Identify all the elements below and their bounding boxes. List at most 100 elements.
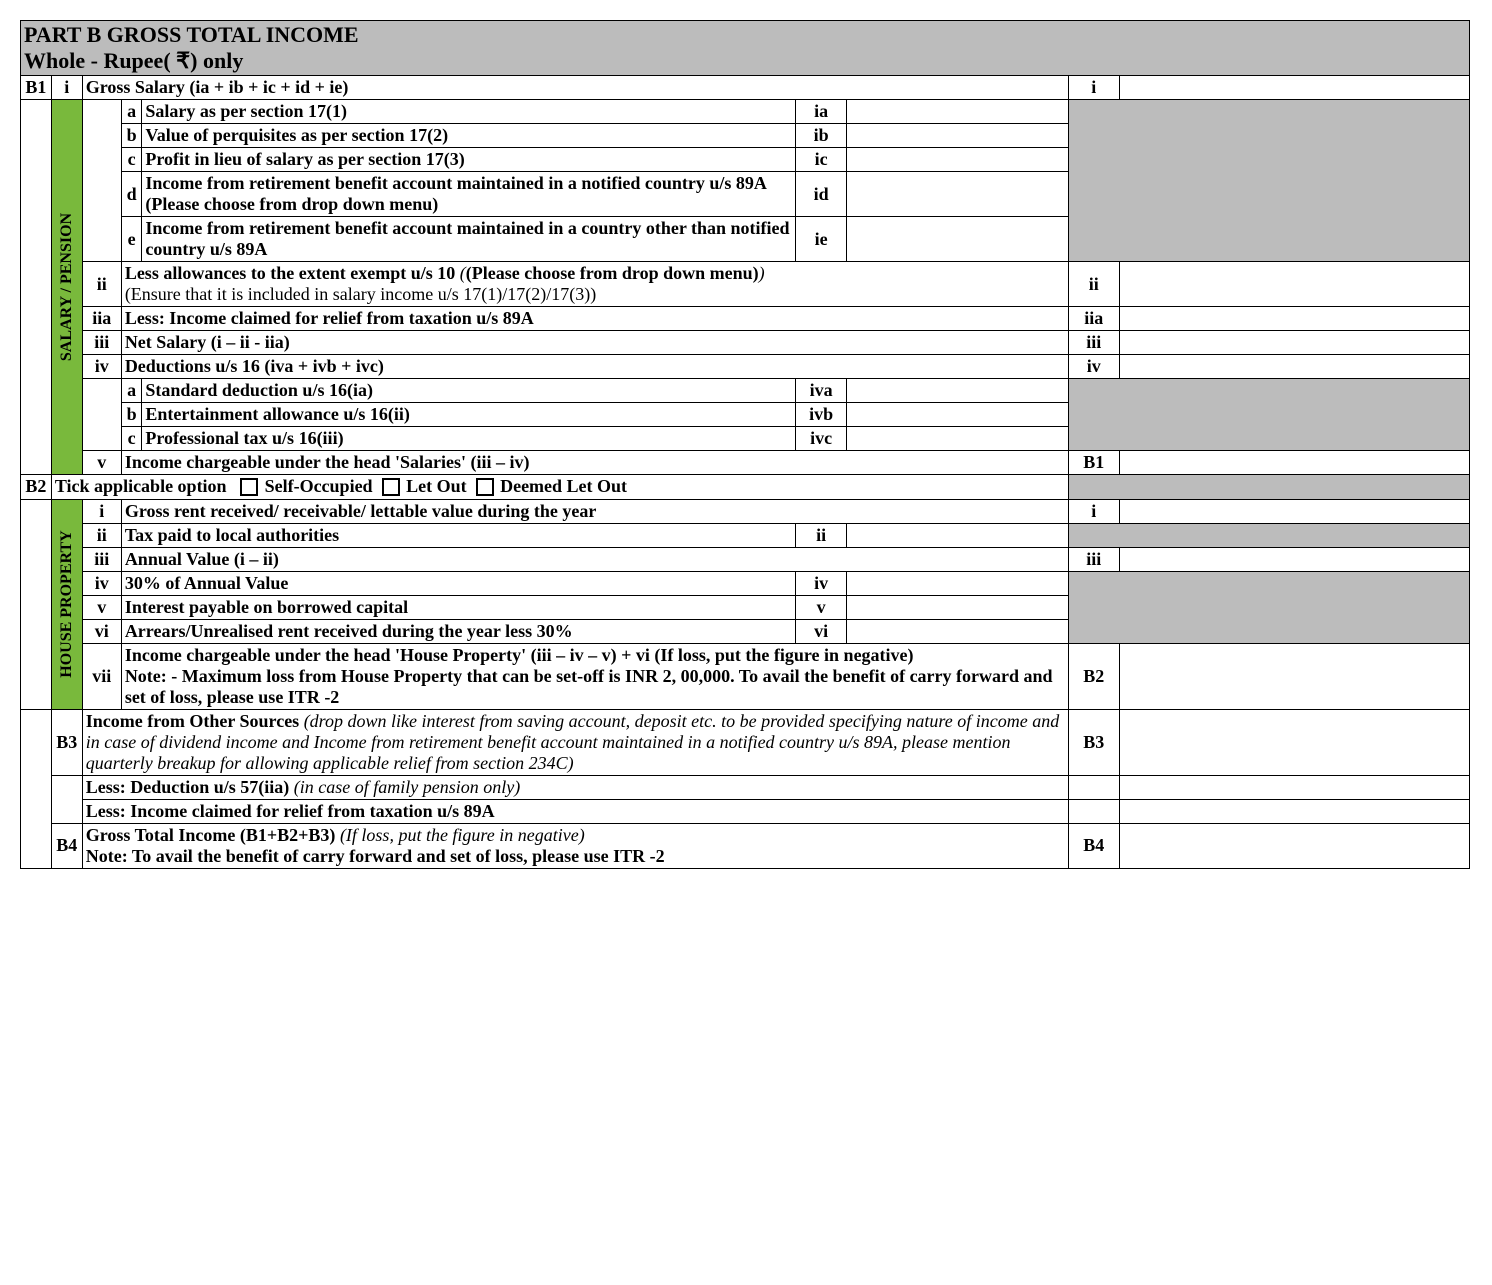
income-form-table: PART B GROSS TOTAL INCOME Whole - Rupee(… bbox=[20, 20, 1470, 869]
b1-d-ref: id bbox=[795, 172, 846, 217]
b1-ivc-value[interactable] bbox=[847, 427, 1068, 451]
b2-i-value[interactable] bbox=[1120, 499, 1470, 523]
b1-ivc-ref: ivc bbox=[795, 427, 846, 451]
b2-iii-text: Annual Value (i – ii) bbox=[121, 547, 1068, 571]
code-b4: B4 bbox=[51, 823, 82, 868]
b2-tick-row: Tick applicable option Self-Occupied Let… bbox=[51, 475, 1068, 500]
b2-iii-value[interactable] bbox=[1120, 547, 1470, 571]
b4-ref: B4 bbox=[1068, 823, 1119, 868]
b1-iva-value[interactable] bbox=[847, 379, 1068, 403]
b1-iii-value[interactable] bbox=[1120, 331, 1470, 355]
gutter-b2 bbox=[21, 499, 52, 709]
b2-ii-value[interactable] bbox=[847, 523, 1068, 547]
b1-ii-value[interactable] bbox=[1120, 262, 1470, 307]
b1-b-value[interactable] bbox=[847, 124, 1068, 148]
b1-e-text: Income from retirement benefit account m… bbox=[142, 217, 795, 262]
checkbox-deemed-let-out[interactable] bbox=[476, 478, 494, 496]
b3-less1: Less: Deduction u/s 57(iia) (in case of … bbox=[82, 775, 1068, 799]
b3-text: Income from Other Sources (drop down lik… bbox=[82, 709, 1068, 775]
b1-ivb-ref: ivb bbox=[795, 403, 846, 427]
b1-i-value[interactable] bbox=[1120, 76, 1470, 100]
grey-b2-tick bbox=[1068, 475, 1469, 500]
b1-a-text: Salary as per section 17(1) bbox=[142, 100, 795, 124]
b1-iva-ref: iva bbox=[795, 379, 846, 403]
b1-d-value[interactable] bbox=[847, 172, 1068, 217]
b3-less1-value[interactable] bbox=[1120, 775, 1470, 799]
b3-less1-ref bbox=[1068, 775, 1119, 799]
b1-b-ref: ib bbox=[795, 124, 846, 148]
b1-ivb-value[interactable] bbox=[847, 403, 1068, 427]
b2-vii-value[interactable] bbox=[1120, 643, 1470, 709]
b2-vi-num: vi bbox=[82, 619, 121, 643]
b1-ivc-text: Professional tax u/s 16(iii) bbox=[142, 427, 795, 451]
side-label-house: HOUSE PROPERTY bbox=[51, 499, 82, 709]
b1-iva-text: Standard deduction u/s 16(ia) bbox=[142, 379, 795, 403]
b1-c-num: c bbox=[121, 148, 142, 172]
b4-value[interactable] bbox=[1120, 823, 1470, 868]
grey-2 bbox=[1068, 379, 1469, 451]
code-b3: B3 bbox=[51, 709, 82, 775]
code-b2: B2 bbox=[21, 475, 52, 500]
gutter-b4 bbox=[21, 823, 52, 868]
b2-v-ref: v bbox=[795, 595, 846, 619]
b2-i-num: i bbox=[82, 499, 121, 523]
b3-value[interactable] bbox=[1120, 709, 1470, 775]
b1-c-value[interactable] bbox=[847, 148, 1068, 172]
b1-ii-text: Less allowances to the extent exempt u/s… bbox=[121, 262, 1068, 307]
section-header: PART B GROSS TOTAL INCOME Whole - Rupee(… bbox=[21, 21, 1470, 76]
b2-vii-num: vii bbox=[82, 643, 121, 709]
b3-ref: B3 bbox=[1068, 709, 1119, 775]
gutter-b1 bbox=[21, 100, 52, 475]
b2-v-value[interactable] bbox=[847, 595, 1068, 619]
b2-vi-value[interactable] bbox=[847, 619, 1068, 643]
b2-iv-value[interactable] bbox=[847, 571, 1068, 595]
grey-b2-ii bbox=[1068, 523, 1469, 547]
b2-iv-ref: iv bbox=[795, 571, 846, 595]
side-label-salary: SALARY / PENSION bbox=[51, 100, 82, 475]
b1-ivb-text: Entertainment allowance u/s 16(ii) bbox=[142, 403, 795, 427]
b2-ii-text: Tax paid to local authorities bbox=[121, 523, 795, 547]
b4-text: Gross Total Income (B1+B2+B3) (If loss, … bbox=[82, 823, 1068, 868]
b1-ii-num: ii bbox=[82, 262, 121, 307]
b1-v-value[interactable] bbox=[1120, 451, 1470, 475]
checkbox-let-out[interactable] bbox=[382, 478, 400, 496]
b2-i-text: Gross rent received/ receivable/ lettabl… bbox=[121, 499, 1068, 523]
b1-iia-text: Less: Income claimed for relief from tax… bbox=[121, 307, 1068, 331]
b1-a-value[interactable] bbox=[847, 100, 1068, 124]
b2-vi-ref: vi bbox=[795, 619, 846, 643]
b1-iia-ref: iia bbox=[1068, 307, 1119, 331]
b2-vii-text: Income chargeable under the head 'House … bbox=[121, 643, 1068, 709]
b1-i-num: i bbox=[51, 76, 82, 100]
b1-d-text: Income from retirement benefit account m… bbox=[142, 172, 795, 217]
b1-iii-num: iii bbox=[82, 331, 121, 355]
gutter-b3a bbox=[21, 709, 52, 823]
b3-less2-ref bbox=[1068, 799, 1119, 823]
b2-v-text: Interest payable on borrowed capital bbox=[121, 595, 795, 619]
checkbox-self-occupied[interactable] bbox=[240, 478, 258, 496]
b1-iii-ref: iii bbox=[1068, 331, 1119, 355]
b1-iv-value[interactable] bbox=[1120, 355, 1470, 379]
grey-1 bbox=[1068, 100, 1469, 262]
b2-iii-ref: iii bbox=[1068, 547, 1119, 571]
b1-d-num: d bbox=[121, 172, 142, 217]
b1-i-text: Gross Salary (ia + ib + ic + id + ie) bbox=[82, 76, 1068, 100]
b1-c-text: Profit in lieu of salary as per section … bbox=[142, 148, 795, 172]
b1-e-value[interactable] bbox=[847, 217, 1068, 262]
b1-iia-value[interactable] bbox=[1120, 307, 1470, 331]
b1-a-num: a bbox=[121, 100, 142, 124]
b2-ii-num: ii bbox=[82, 523, 121, 547]
b1-iv-text: Deductions u/s 16 (iva + ivb + ivc) bbox=[121, 355, 1068, 379]
b1-iia-num: iia bbox=[82, 307, 121, 331]
b3-less2: Less: Income claimed for relief from tax… bbox=[82, 799, 1068, 823]
b2-iii-num: iii bbox=[82, 547, 121, 571]
b1-iv-num: iv bbox=[82, 355, 121, 379]
b1-a-ref: ia bbox=[795, 100, 846, 124]
b2-v-num: v bbox=[82, 595, 121, 619]
b1-v-text: Income chargeable under the head 'Salari… bbox=[121, 451, 1068, 475]
b1-v-num: v bbox=[82, 451, 121, 475]
b1-b-num: b bbox=[121, 124, 142, 148]
b1-i-ref: i bbox=[1068, 76, 1119, 100]
b1-iv-ref: iv bbox=[1068, 355, 1119, 379]
b2-i-ref: i bbox=[1068, 499, 1119, 523]
b3-less2-value[interactable] bbox=[1120, 799, 1470, 823]
